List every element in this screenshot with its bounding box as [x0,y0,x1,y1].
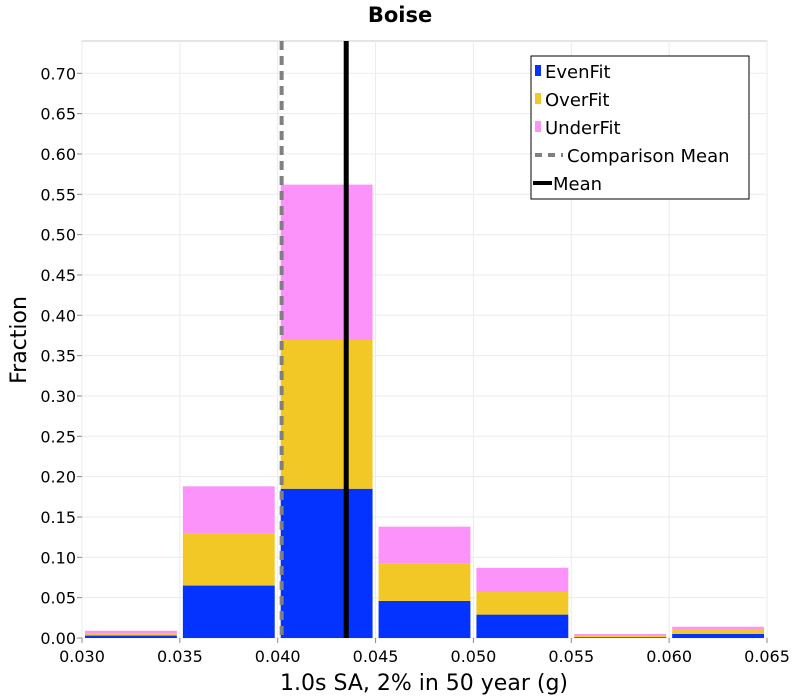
bar-overfit-bin-6 [672,629,764,634]
chart-title: Boise [368,3,432,27]
y-tick-label: 0.60 [40,145,76,164]
y-tick-label: 0.50 [40,226,76,245]
legend: EvenFit OverFit UnderFit Comparison Mean… [530,55,750,200]
bar-evenfit-bin-0 [85,635,177,638]
bar-overfit-bin-5 [574,635,667,638]
bar-evenfit-bin-5 [574,637,667,638]
x-tick-label: 0.055 [548,647,594,666]
y-tick-label: 0.45 [40,266,76,285]
legend-label-mean: Mean [553,174,602,195]
bar-evenfit-bin-2 [280,488,373,638]
x-tick-label: 0.060 [646,647,692,666]
y-tick-label: 0.15 [40,508,76,527]
y-tick-label: 0.30 [40,387,76,406]
bar-evenfit-bin-6 [672,633,764,638]
x-axis-label: 1.0s SA, 2% in 50 year (g) [280,671,568,696]
bar-underfit-bin-6 [672,626,764,630]
bar-underfit-bin-2 [280,184,373,340]
y-axis: 0.00 0.05 0.10 0.15 0.20 0.25 0.30 0.35 0.40 0.45… [40,64,82,648]
bar-evenfit-bin-3 [378,600,471,638]
legend-swatch-underfit [535,121,541,132]
y-tick-label: 0.25 [40,427,76,446]
y-tick-label: 0.10 [40,548,76,567]
x-tick-label: 0.065 [744,647,790,666]
x-tick-label: 0.030 [59,647,105,666]
bar-overfit-bin-1 [182,533,275,586]
x-axis: 0.030 0.035 0.040 0.045 0.050 0.055 0.060 0.065 [59,638,790,666]
bar-underfit-bin-0 [85,630,177,634]
y-tick-label: 0.35 [40,347,76,366]
bar-underfit-bin-4 [476,567,569,593]
legend-swatch-overfit [535,93,541,104]
legend-label-evenfit: EvenFit [545,62,611,83]
y-tick-label: 0.70 [40,64,76,83]
bar-overfit-bin-4 [476,592,569,615]
legend-box [530,55,750,200]
bar-overfit-bin-0 [85,633,177,636]
legend-swatch-evenfit [535,65,541,76]
bar-underfit-bin-3 [378,526,471,564]
y-tick-label: 0.55 [40,185,76,204]
legend-label-overfit: OverFit [545,90,609,111]
x-tick-label: 0.035 [157,647,203,666]
x-tick-label: 0.050 [451,647,497,666]
legend-label-underfit: UnderFit [545,118,621,139]
bar-overfit-bin-2 [280,339,373,489]
bar-underfit-bin-1 [182,486,275,534]
bar-underfit-bin-5 [574,633,667,636]
y-axis-label: Fraction [7,296,32,384]
bar-evenfit-bin-1 [182,585,275,638]
mean-lines [279,41,349,638]
y-tick-label: 0.40 [40,306,76,325]
y-tick-label: 0.05 [40,589,76,608]
y-tick-label: 0.65 [40,105,76,124]
x-tick-label: 0.040 [255,647,301,666]
bars-group [85,184,764,638]
x-tick-label: 0.045 [353,647,399,666]
y-tick-label: 0.00 [40,629,76,648]
legend-label-comparison-mean: Comparison Mean [567,146,730,167]
bar-evenfit-bin-4 [476,614,569,638]
bar-overfit-bin-3 [378,563,471,601]
y-tick-label: 0.20 [40,468,76,487]
